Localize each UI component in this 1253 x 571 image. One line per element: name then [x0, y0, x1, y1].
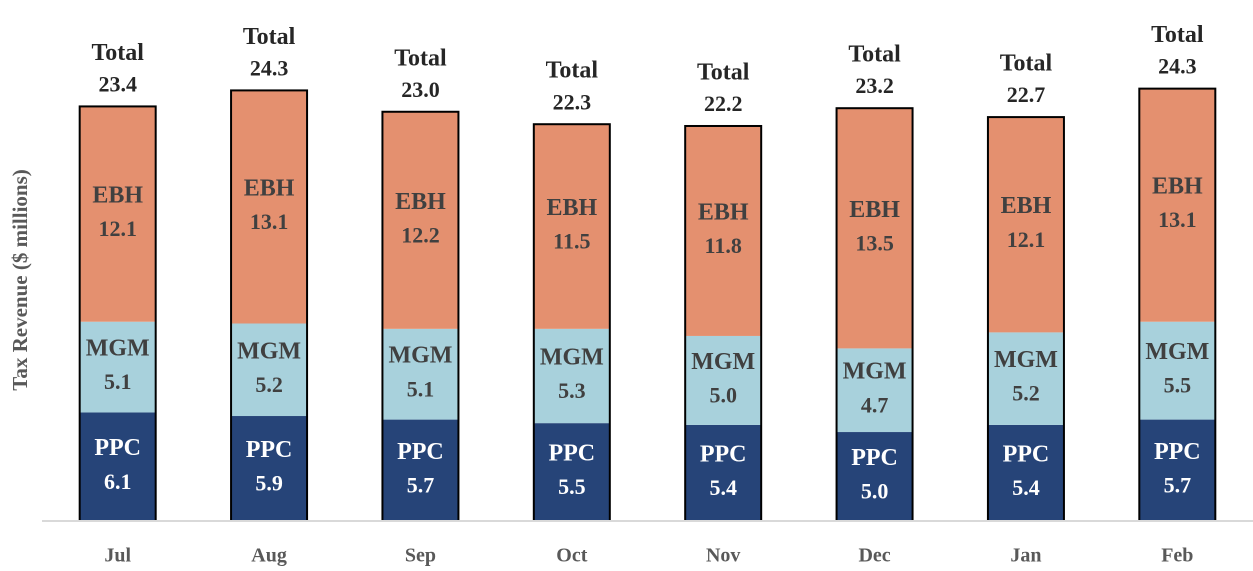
segment-name: PPC — [246, 437, 293, 463]
bar-segment — [987, 424, 1064, 521]
x-tick-label: Oct — [556, 545, 587, 567]
segment-name: PPC — [548, 441, 595, 467]
segment-name: MGM — [994, 347, 1058, 373]
y-axis-label: Tax Revenue ($ millions) — [8, 169, 32, 390]
total-value: 22.7 — [1007, 82, 1046, 107]
bar-segment — [79, 106, 156, 322]
segment-name: EBH — [244, 175, 295, 201]
total-value: 22.3 — [553, 89, 592, 114]
segment-name: PPC — [94, 435, 141, 461]
segment-name: MGM — [540, 344, 604, 370]
segment-value: 12.1 — [98, 216, 137, 241]
x-tick-label: Jan — [1010, 545, 1041, 567]
segment-name: MGM — [388, 343, 452, 369]
total-name: Total — [1151, 22, 1204, 48]
segment-name: MGM — [86, 336, 150, 362]
segment-name: EBH — [395, 189, 446, 215]
segment-name: EBH — [1001, 193, 1052, 219]
segment-value: 13.1 — [1158, 207, 1197, 232]
bar-segment — [836, 108, 913, 349]
segment-value: 5.5 — [558, 474, 586, 499]
bar-segment — [685, 424, 762, 521]
bar-segment — [836, 432, 913, 521]
segment-value: 5.0 — [861, 479, 889, 504]
x-tick-label: Feb — [1161, 545, 1193, 567]
x-tick-label: Aug — [251, 545, 287, 567]
total-name: Total — [697, 59, 750, 85]
segment-value: 5.1 — [104, 369, 132, 394]
bar-segment — [382, 111, 459, 329]
segment-name: PPC — [1003, 441, 1050, 467]
bar-segment — [382, 419, 459, 521]
bar-segment — [231, 416, 308, 521]
total-value: 23.4 — [98, 71, 137, 96]
segment-value: 13.5 — [855, 230, 894, 255]
bar-segment — [685, 125, 762, 336]
total-name: Total — [848, 42, 901, 68]
x-tick-label: Nov — [706, 545, 740, 567]
bar-segment — [79, 412, 156, 521]
bar-segment — [1139, 321, 1216, 420]
total-name: Total — [91, 40, 144, 66]
bar-segment — [382, 328, 459, 420]
bar-segment — [987, 117, 1064, 333]
segment-value: 5.7 — [1164, 472, 1192, 497]
segment-name: MGM — [237, 338, 301, 364]
bar-segment — [231, 90, 308, 324]
total-name: Total — [546, 58, 599, 84]
bar-segment — [836, 348, 913, 433]
segment-name: PPC — [700, 441, 747, 467]
bar-segment — [533, 124, 610, 329]
total-name: Total — [394, 45, 447, 71]
x-tick-label: Sep — [405, 545, 436, 567]
bar-segment — [685, 335, 762, 425]
x-tick-label: Dec — [858, 545, 890, 567]
segment-value: 5.9 — [255, 471, 283, 496]
total-name: Total — [243, 24, 296, 50]
total-value: 23.2 — [855, 73, 894, 98]
total-value: 22.2 — [704, 91, 743, 116]
total-value: 24.3 — [250, 55, 289, 80]
bar-segment — [79, 321, 156, 413]
segment-name: EBH — [1152, 174, 1203, 200]
segment-value: 5.2 — [255, 372, 283, 397]
segment-name: EBH — [92, 183, 143, 209]
segment-name: PPC — [397, 439, 444, 465]
bar-segment — [533, 328, 610, 424]
total-value: 23.0 — [401, 77, 440, 102]
segment-value: 11.8 — [705, 233, 742, 258]
segment-value: 5.0 — [709, 382, 737, 407]
total-value: 24.3 — [1158, 54, 1197, 79]
bar-segment — [987, 332, 1064, 425]
segment-name: EBH — [849, 197, 900, 223]
segment-value: 5.3 — [558, 378, 586, 403]
segment-value: 5.7 — [407, 472, 435, 497]
bar-segment — [1139, 88, 1216, 322]
segment-name: MGM — [691, 349, 755, 375]
segment-value: 4.7 — [861, 392, 889, 417]
bar-segment — [1139, 419, 1216, 521]
segment-name: MGM — [1145, 339, 1209, 365]
segment-value: 5.5 — [1164, 373, 1192, 398]
segment-value: 13.1 — [250, 209, 289, 234]
segment-value: 5.4 — [709, 475, 737, 500]
segment-name: PPC — [1154, 439, 1201, 465]
segment-name: EBH — [698, 199, 749, 225]
segment-value: 12.2 — [401, 222, 440, 247]
x-tick-label: Jul — [104, 545, 131, 567]
segment-name: PPC — [851, 445, 898, 471]
segment-value: 5.4 — [1012, 475, 1040, 500]
segment-value: 5.1 — [407, 376, 435, 401]
segment-name: MGM — [843, 359, 907, 385]
bar-segment — [231, 323, 308, 417]
segment-value: 5.2 — [1012, 381, 1040, 406]
segment-value: 11.5 — [553, 229, 590, 254]
total-name: Total — [1000, 51, 1053, 77]
segment-value: 12.1 — [1007, 227, 1046, 252]
segment-name: EBH — [546, 195, 597, 221]
segment-value: 6.1 — [104, 469, 132, 494]
bar-segment — [533, 423, 610, 521]
